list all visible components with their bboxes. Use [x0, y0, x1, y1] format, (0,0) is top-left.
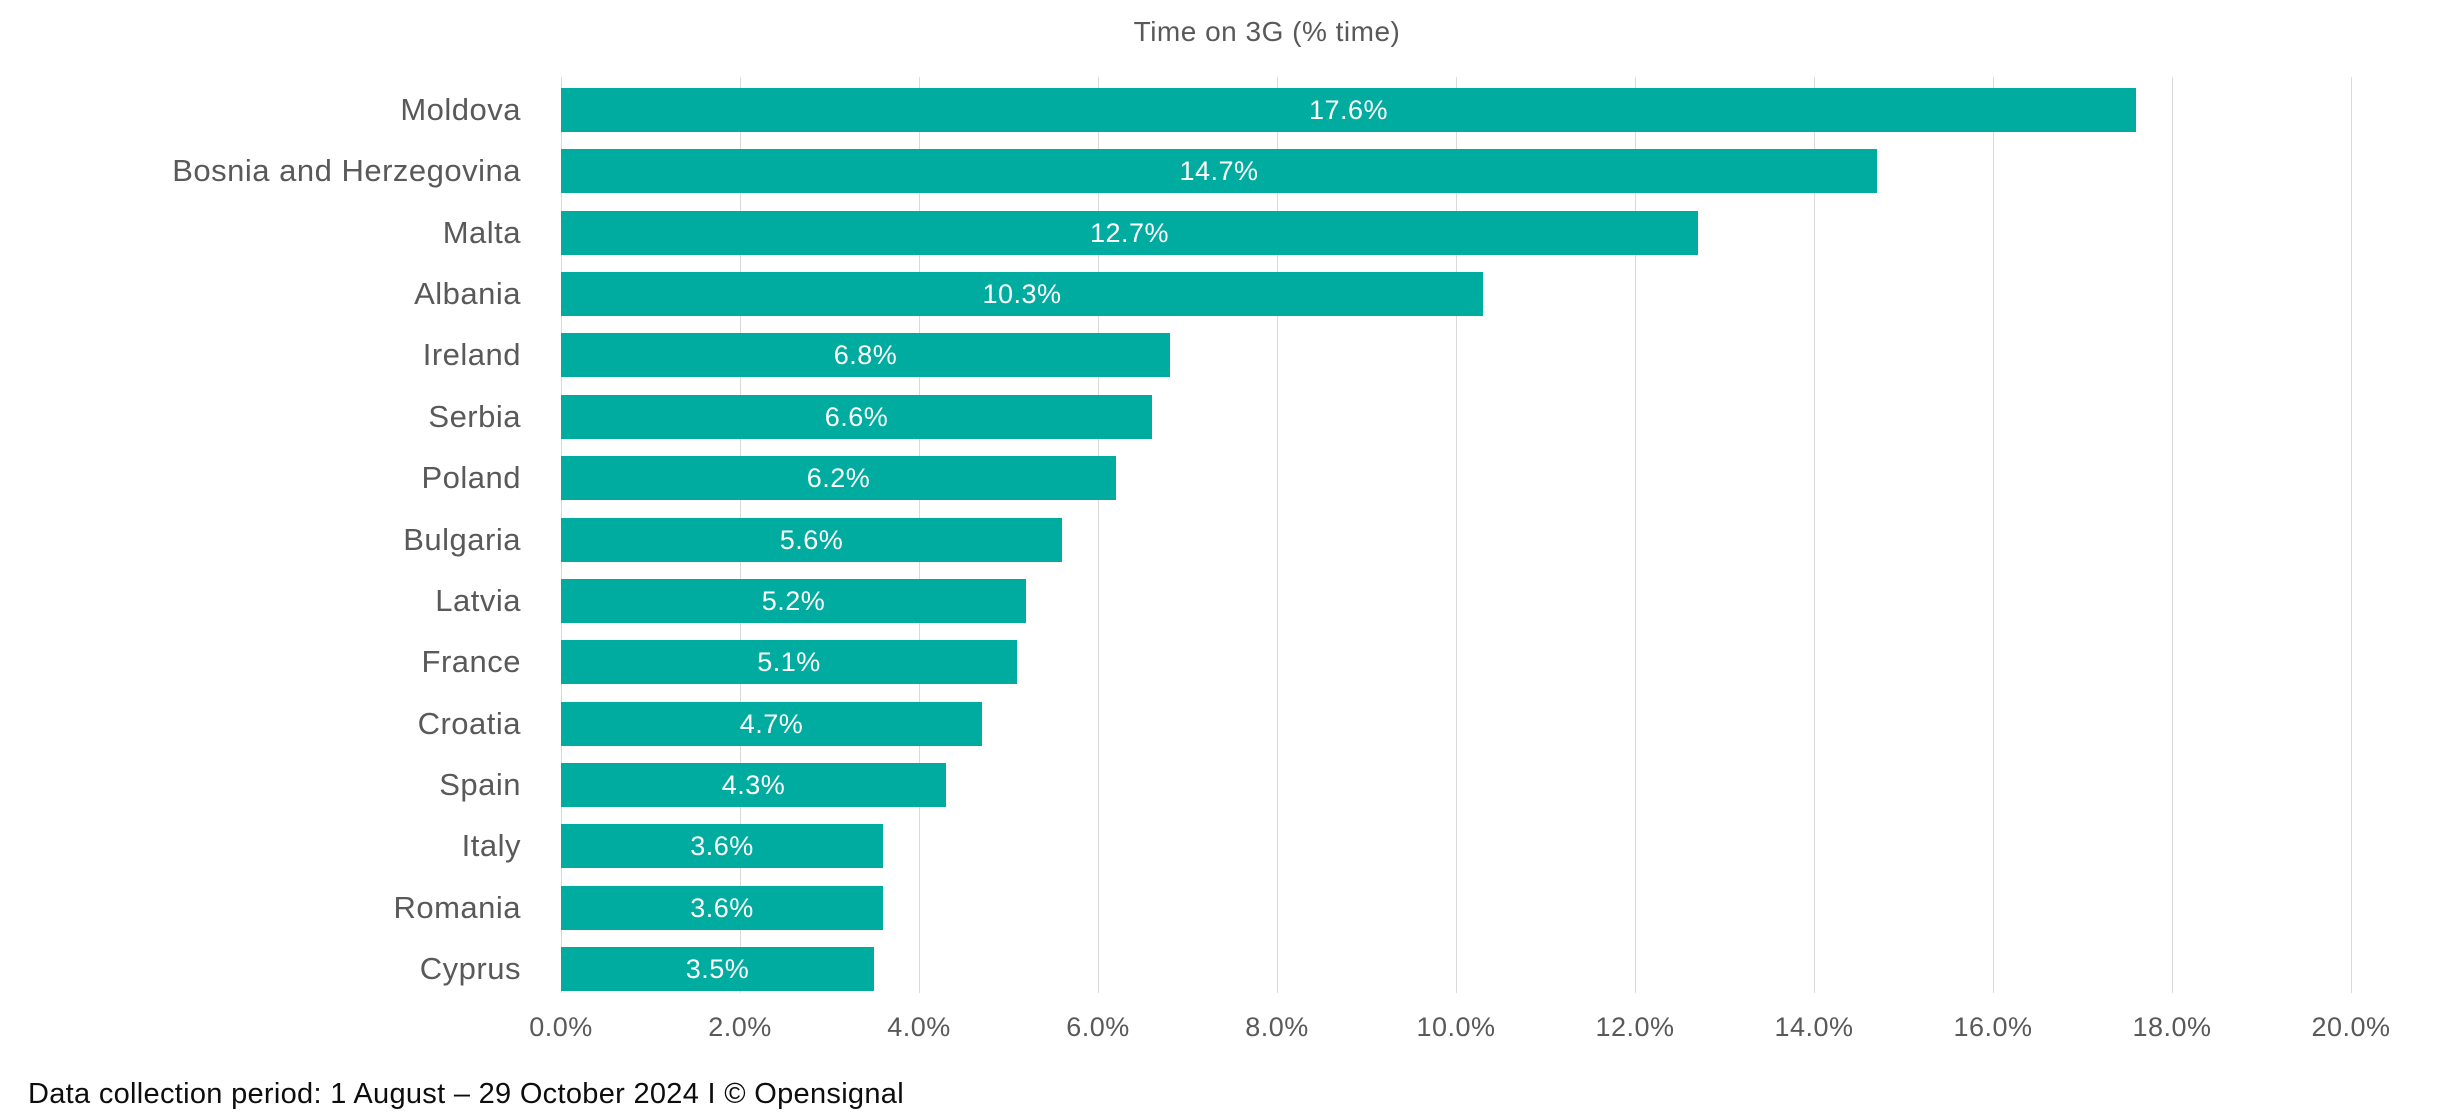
x-tick-label: 20.0% — [2311, 1012, 2391, 1042]
category-label-bosnia-and-herzegovina: Bosnia and Herzegovina — [172, 153, 521, 188]
gridline — [2172, 77, 2173, 993]
category-label-latvia: Latvia — [435, 583, 521, 618]
gridline — [1277, 77, 1278, 993]
plot-area: 17.6% 14.7% 12.7% 10.3% 6.8% 6.6% 6.2% 5.6% 5.2%… — [561, 77, 2352, 993]
data-collection-note: Data collection period: 1 August – 29 Oc… — [28, 1078, 904, 1110]
category-label-italy: Italy — [461, 828, 521, 863]
bar-value-label: 4.3% — [721, 770, 786, 800]
bar-value-label: 6.2% — [806, 463, 871, 493]
bar-bulgaria: 5.6% — [561, 518, 1062, 562]
bar-poland: 6.2% — [561, 456, 1116, 500]
bar-albania: 10.3% — [561, 272, 1483, 316]
category-label-malta: Malta — [442, 215, 521, 250]
bar-moldova: 17.6% — [561, 88, 2136, 132]
bar-france: 5.1% — [561, 640, 1017, 684]
bar-italy: 3.6% — [561, 824, 883, 868]
x-tick-label: 0.0% — [529, 1012, 593, 1042]
category-label-albania: Albania — [414, 276, 521, 311]
bar-malta: 12.7% — [561, 211, 1698, 255]
bar-value-label: 5.1% — [757, 647, 821, 677]
gridline — [1814, 77, 1815, 993]
bar-value-label: 3.5% — [685, 954, 750, 984]
category-label-ireland: Ireland — [422, 337, 521, 372]
bar-ireland: 6.8% — [561, 333, 1170, 377]
bar-romania: 3.6% — [561, 886, 883, 930]
x-tick-label: 4.0% — [887, 1012, 951, 1042]
gridline — [1456, 77, 1457, 993]
x-tick-label: 18.0% — [2132, 1012, 2212, 1042]
bar-value-label: 3.6% — [690, 893, 754, 923]
gridline — [2351, 77, 2352, 993]
x-tick-label: 8.0% — [1245, 1012, 1309, 1042]
x-tick-label: 14.0% — [1774, 1012, 1854, 1042]
category-label-croatia: Croatia — [417, 706, 521, 741]
x-tick-label: 10.0% — [1416, 1012, 1496, 1042]
x-tick-label: 16.0% — [1953, 1012, 2033, 1042]
category-label-romania: Romania — [393, 890, 521, 925]
x-tick-label: 2.0% — [708, 1012, 772, 1042]
bar-value-label: 3.6% — [690, 831, 754, 861]
bar-latvia: 5.2% — [561, 579, 1026, 623]
category-label-serbia: Serbia — [428, 399, 521, 434]
bar-value-label: 17.6% — [1308, 95, 1389, 125]
gridline — [1993, 77, 1994, 993]
category-label-moldova: Moldova — [400, 92, 521, 127]
bar-value-label: 12.7% — [1089, 218, 1170, 248]
bar-value-label: 6.8% — [833, 340, 898, 370]
chart-title: Time on 3G (% time) — [1133, 16, 1401, 47]
bar-croatia: 4.7% — [561, 702, 982, 746]
bar-spain: 4.3% — [561, 763, 946, 807]
bar-value-label: 10.3% — [982, 279, 1062, 309]
bar-cyprus: 3.5% — [561, 947, 874, 991]
bar-value-label: 5.6% — [779, 525, 844, 555]
category-label-poland: Poland — [421, 460, 521, 495]
bar-serbia: 6.6% — [561, 395, 1152, 439]
bar-value-label: 5.2% — [761, 586, 826, 616]
category-label-cyprus: Cyprus — [419, 951, 521, 986]
bar-value-label: 6.6% — [824, 402, 889, 432]
bar-bosnia-and-herzegovina: 14.7% — [561, 149, 1877, 193]
x-tick-label: 12.0% — [1595, 1012, 1675, 1042]
gridline — [1098, 77, 1099, 993]
category-label-spain: Spain — [439, 767, 521, 802]
category-label-bulgaria: Bulgaria — [403, 522, 521, 557]
gridline — [1635, 77, 1636, 993]
bar-value-label: 4.7% — [739, 709, 804, 739]
category-label-france: France — [421, 644, 521, 679]
x-tick-label: 6.0% — [1066, 1012, 1130, 1042]
bar-value-label: 14.7% — [1179, 156, 1259, 186]
